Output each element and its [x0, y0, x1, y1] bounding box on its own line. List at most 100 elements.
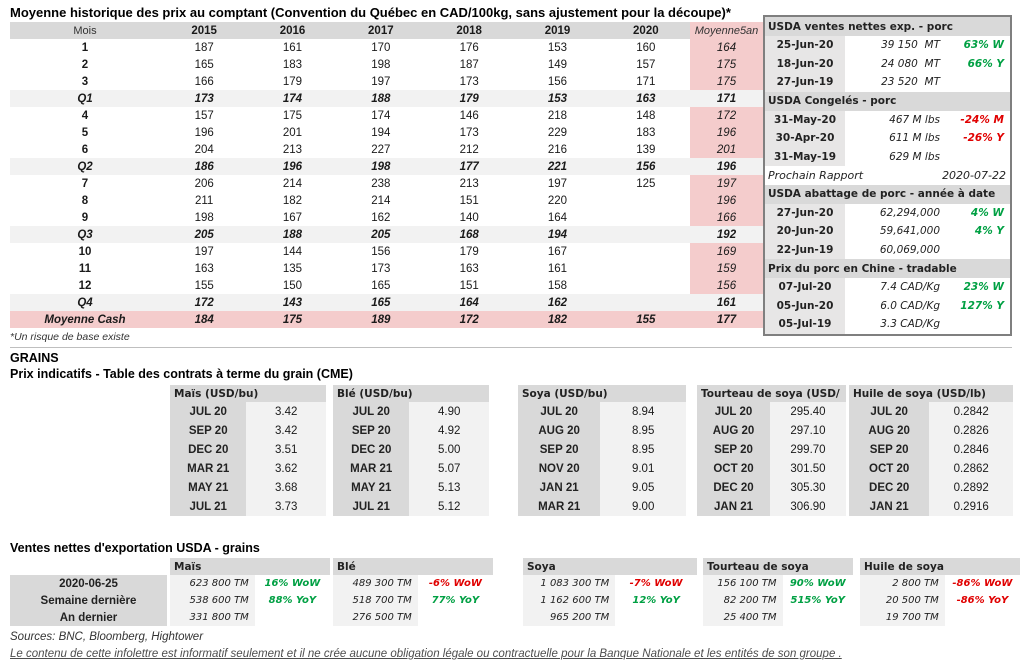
- price-cell: 163: [636, 92, 656, 105]
- page-title: Moyenne historique des prix au comptant …: [10, 5, 731, 20]
- exports-group: Maïs 623 800 TM 16% WoW 538 600 TM 88% YoY 33…: [170, 558, 330, 626]
- contract-month-cell: JUL 20: [333, 402, 410, 421]
- price-cell: 184: [194, 313, 214, 326]
- price-cell: [602, 243, 690, 260]
- price-cell: 164: [690, 39, 763, 56]
- row-label: 5: [81, 126, 89, 139]
- value-cell: 467 M lbs: [889, 113, 940, 126]
- column-header: Moyenne5an: [690, 22, 763, 39]
- exports-group: Blé 489 300 TM -6% WoW 518 700 TM 77% YoY 276…: [333, 558, 493, 626]
- price-cell: 161: [547, 262, 568, 275]
- price-cell: 156: [690, 277, 763, 294]
- futures-row: JUL 21 3.73: [170, 497, 326, 516]
- price-cell: 146: [459, 109, 479, 122]
- exports-data-row: 623 800 TM 16% WoW: [170, 575, 330, 592]
- futures-table-title: Tourteau de soya (USD/: [697, 385, 846, 402]
- exports-data-row: 2 800 TM -86% WoW: [860, 575, 1020, 592]
- pct-change-cell: -26% Y: [963, 132, 1004, 145]
- price-cell: 156: [547, 75, 568, 88]
- contract-month-cell: JUL 20: [849, 402, 930, 421]
- futures-row: SEP 20 4.92: [333, 421, 489, 440]
- value-cell: 24 080 MT: [881, 57, 940, 70]
- price-cell: 163: [194, 262, 214, 275]
- price-cell: 156: [371, 245, 391, 258]
- column-header: Mois: [73, 24, 97, 37]
- price-cell: 155: [194, 279, 214, 292]
- exports-group-header: Maïs: [170, 558, 330, 575]
- contract-month-cell: JAN 21: [697, 497, 770, 516]
- contract-month-cell: SEP 20: [333, 421, 410, 440]
- sidebar-data-row: 25-Jun-20 39 150 MT 63% W: [765, 36, 1010, 55]
- price-cell: 186: [194, 160, 214, 173]
- price-cell: 221: [547, 160, 568, 173]
- price-cell: 183: [636, 126, 656, 139]
- price-cell: 160: [636, 41, 656, 54]
- contract-month-cell: SEP 20: [697, 440, 770, 459]
- exports-value-cell: 331 800 TM: [170, 609, 255, 626]
- price-cell: 198: [194, 211, 214, 224]
- exports-value-cell: 538 600 TM: [170, 592, 255, 609]
- price-cell: 192: [716, 228, 737, 241]
- exports-pct-cell: [418, 609, 493, 626]
- contract-price-cell: 9.01: [600, 459, 686, 478]
- price-cell: 172: [459, 313, 479, 326]
- contract-month-cell: MAR 21: [333, 459, 410, 478]
- price-cell: 206: [194, 177, 214, 190]
- price-cell: 198: [371, 58, 391, 71]
- price-cell: 170: [371, 41, 391, 54]
- contract-price-cell: 0.2916: [929, 497, 1013, 516]
- column-header: 2018: [456, 24, 482, 37]
- exports-pct-cell: [783, 609, 854, 626]
- futures-row: JAN 21 9.05: [518, 478, 686, 497]
- exports-row-label: 2020-06-25: [10, 575, 167, 592]
- contract-price-cell: 3.62: [246, 459, 326, 478]
- futures-table-title: Soya (USD/bu): [518, 385, 686, 402]
- row-label: Q1: [77, 92, 93, 105]
- price-cell: 214: [282, 177, 303, 190]
- price-cell: 158: [547, 279, 568, 292]
- exports-value-cell: 25 400 TM: [703, 609, 783, 626]
- price-cell: 196: [194, 126, 214, 139]
- exports-row-label: Semaine dernière: [10, 592, 167, 609]
- exports-row-label: An dernier: [10, 609, 167, 626]
- price-cell: 238: [371, 177, 391, 190]
- row-label: 4: [81, 109, 89, 122]
- exports-value-cell: 965 200 TM: [523, 609, 616, 626]
- price-cell: 140: [459, 211, 479, 224]
- price-cell: [602, 277, 690, 294]
- exports-value-cell: 489 300 TM: [333, 575, 418, 592]
- contract-price-cell: 3.73: [246, 497, 326, 516]
- price-cell: 169: [690, 243, 763, 260]
- contract-price-cell: 8.95: [600, 421, 686, 440]
- price-cell: 177: [459, 160, 479, 173]
- price-cell: 213: [459, 177, 479, 190]
- exports-group: Huile de soya 2 800 TM -86% WoW 20 500 TM -8…: [860, 558, 1020, 626]
- price-table-row: Q3 205 188 205 168 194 192: [10, 226, 763, 243]
- exports-pct-cell: [255, 609, 330, 626]
- futures-table-title: Huile de soya (USD/lb): [849, 385, 1013, 402]
- futures-table-title: Maïs (USD/bu): [170, 385, 326, 402]
- value-cell: 23 520 MT: [881, 76, 940, 89]
- pct-change-cell: 4% W: [970, 206, 1004, 219]
- exports-value-cell: 156 100 TM: [703, 575, 783, 592]
- price-cell: 166: [690, 209, 763, 226]
- contract-price-cell: 4.90: [409, 402, 489, 421]
- price-cell: 161: [716, 296, 737, 309]
- price-cell: 156: [636, 160, 656, 173]
- value-cell: 62,294,000: [879, 206, 940, 219]
- sidebar-section-header: USDA Congelés - porc: [765, 91, 1010, 111]
- price-cell: 174: [282, 92, 303, 105]
- futures-row: SEP 20 0.2846: [849, 440, 1013, 459]
- sidebar-data-row: 27-Jun-19 23 520 MT: [765, 73, 1010, 92]
- price-table-row: 6 204 213 227 212 216 139 201: [10, 141, 763, 158]
- sidebar-data-row: 30-Apr-20 611 M lbs -26% Y: [765, 129, 1010, 148]
- column-header: 2019: [544, 24, 571, 37]
- price-cell: 155: [636, 313, 656, 326]
- price-cell: 173: [459, 75, 479, 88]
- futures-table: Maïs (USD/bu) JUL 20 3.42 SEP 20 3.42 DEC 20 3…: [170, 385, 326, 516]
- price-cell: [602, 226, 690, 243]
- contract-price-cell: 3.68: [246, 478, 326, 497]
- sidebar-section-header: Prix du porc en Chine - tradable: [765, 259, 1010, 278]
- exports-pct-cell: 16% WoW: [264, 578, 321, 589]
- price-cell: 189: [371, 313, 391, 326]
